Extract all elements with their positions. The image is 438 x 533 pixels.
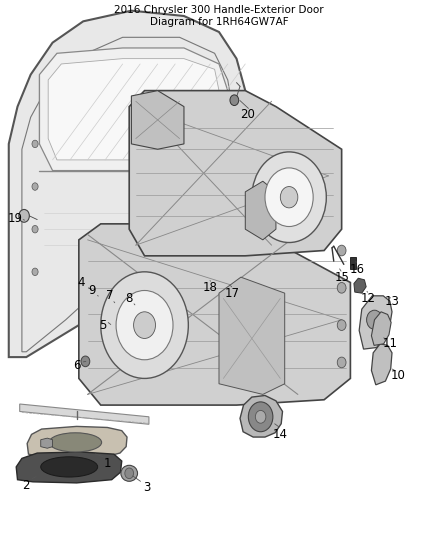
Text: 9: 9 — [88, 284, 96, 297]
Text: 20: 20 — [240, 108, 255, 121]
Polygon shape — [9, 11, 245, 357]
Circle shape — [252, 152, 326, 243]
Circle shape — [265, 168, 313, 227]
Polygon shape — [350, 257, 356, 269]
Polygon shape — [371, 312, 391, 345]
Circle shape — [125, 468, 134, 479]
Polygon shape — [371, 344, 392, 385]
Ellipse shape — [121, 465, 138, 481]
Text: 5: 5 — [99, 319, 106, 332]
Text: 16: 16 — [350, 263, 364, 276]
Circle shape — [101, 272, 188, 378]
Polygon shape — [359, 296, 392, 349]
Polygon shape — [16, 452, 122, 483]
Text: 2: 2 — [22, 479, 30, 491]
Polygon shape — [240, 395, 283, 437]
Circle shape — [32, 140, 38, 148]
Text: 2016 Chrysler 300 Handle-Exterior Door
Diagram for 1RH64GW7AF: 2016 Chrysler 300 Handle-Exterior Door D… — [114, 5, 324, 27]
Polygon shape — [27, 426, 127, 457]
Polygon shape — [39, 48, 228, 171]
Polygon shape — [245, 181, 276, 240]
Ellipse shape — [49, 433, 102, 452]
Text: 12: 12 — [360, 292, 375, 305]
Polygon shape — [219, 277, 285, 394]
Text: 3: 3 — [143, 481, 150, 494]
Circle shape — [367, 310, 382, 329]
Circle shape — [225, 146, 231, 153]
Text: 7: 7 — [106, 289, 113, 302]
Text: 13: 13 — [385, 295, 399, 308]
Text: 1: 1 — [103, 457, 111, 470]
Polygon shape — [20, 404, 149, 424]
Polygon shape — [129, 91, 342, 256]
Text: 14: 14 — [273, 428, 288, 441]
Circle shape — [19, 209, 29, 222]
Text: 8: 8 — [126, 292, 133, 305]
Circle shape — [32, 268, 38, 276]
Text: 17: 17 — [225, 287, 240, 300]
Polygon shape — [79, 224, 350, 405]
Text: 6: 6 — [73, 359, 81, 372]
Circle shape — [280, 187, 298, 208]
Text: 19: 19 — [8, 212, 23, 225]
Circle shape — [337, 245, 346, 256]
Text: 18: 18 — [203, 281, 218, 294]
Circle shape — [337, 282, 346, 293]
Text: 4: 4 — [77, 276, 85, 289]
Circle shape — [32, 225, 38, 233]
Polygon shape — [41, 438, 53, 448]
Circle shape — [337, 357, 346, 368]
Circle shape — [116, 290, 173, 360]
Circle shape — [81, 356, 90, 367]
Polygon shape — [48, 59, 219, 160]
Circle shape — [134, 312, 155, 338]
Circle shape — [225, 183, 231, 190]
Circle shape — [337, 320, 346, 330]
Text: 11: 11 — [382, 337, 397, 350]
Circle shape — [255, 410, 266, 423]
Polygon shape — [354, 278, 366, 293]
Ellipse shape — [41, 457, 98, 477]
Text: 15: 15 — [334, 271, 349, 284]
Polygon shape — [131, 91, 184, 149]
Circle shape — [248, 402, 273, 432]
Circle shape — [225, 108, 231, 116]
Circle shape — [32, 183, 38, 190]
Circle shape — [230, 95, 239, 106]
Text: 10: 10 — [391, 369, 406, 382]
